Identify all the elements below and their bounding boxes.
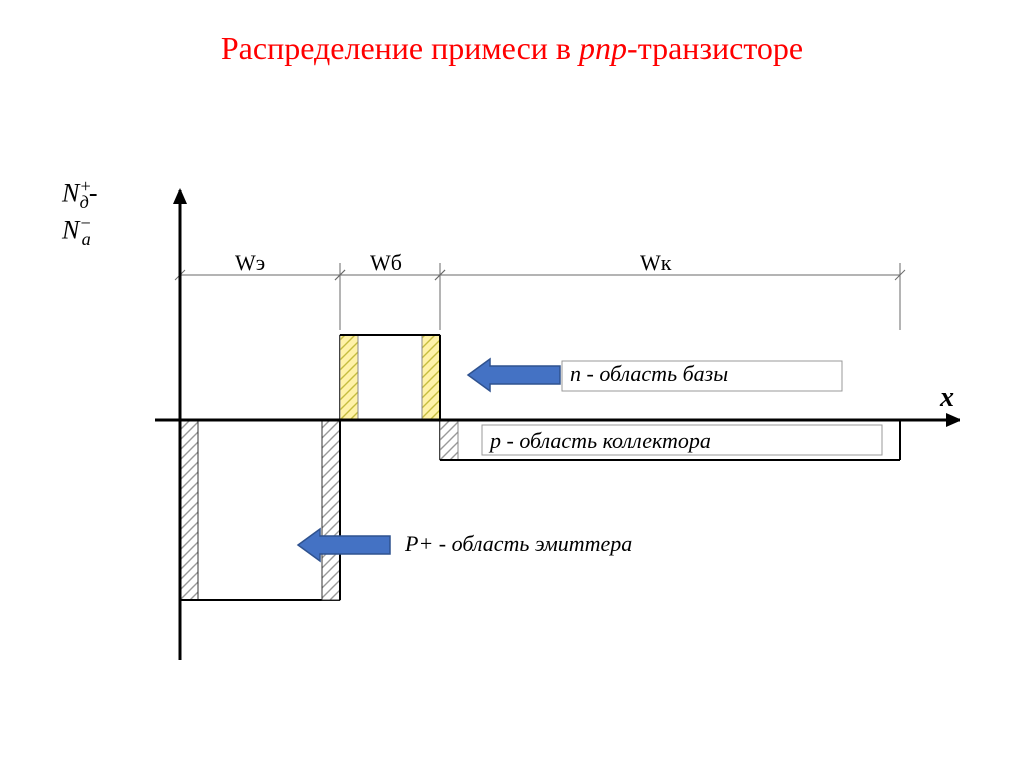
page-title: Распределение примеси в pnp-транзисторе — [0, 30, 1024, 67]
title-suffix: -транзисторе — [627, 30, 803, 66]
title-prefix: Распределение примеси в — [221, 30, 579, 66]
arrow-emitter — [298, 529, 390, 561]
title-italic: pnp — [579, 30, 627, 66]
diagram-svg — [60, 160, 960, 720]
arrow-base — [468, 359, 560, 391]
impurity-distribution-diagram: N+д-N−a x Wэ Wб Wк n - область базы p - … — [60, 160, 960, 720]
